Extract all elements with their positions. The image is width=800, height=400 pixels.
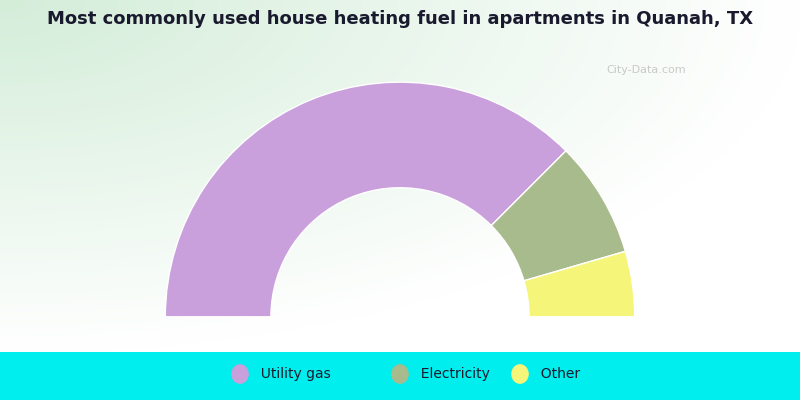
Ellipse shape [391, 364, 409, 384]
Text: Most commonly used house heating fuel in apartments in Quanah, TX: Most commonly used house heating fuel in… [47, 10, 753, 28]
Wedge shape [166, 82, 566, 317]
Wedge shape [524, 251, 634, 317]
Text: City-Data.com: City-Data.com [606, 65, 686, 75]
Ellipse shape [231, 364, 249, 384]
Text: Utility gas: Utility gas [252, 367, 330, 381]
Ellipse shape [511, 364, 529, 384]
Wedge shape [491, 151, 626, 281]
Text: Electricity: Electricity [412, 367, 490, 381]
Text: Other: Other [532, 367, 580, 381]
